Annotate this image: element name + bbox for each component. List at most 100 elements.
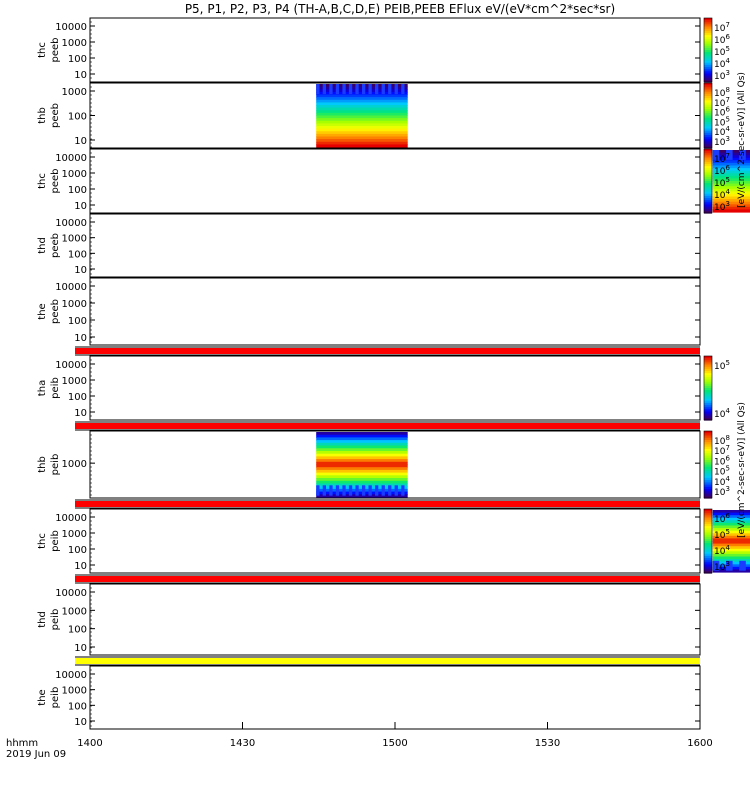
colorbar-swatch xyxy=(704,35,712,38)
colorbar-swatch xyxy=(704,20,712,23)
colorbar-frame xyxy=(703,148,713,214)
colorbar-tick-label: 103 xyxy=(714,485,730,498)
colorbar-unit-label-electron: [eV/(cm^2-sec-sr-eV)] (All Qs) xyxy=(737,72,747,208)
colorbar-unit-label-ion: [eV/(cm^2-sec-sr-eV)] (All Qs) xyxy=(737,402,747,538)
colorbar-swatch xyxy=(704,100,712,104)
spectrogram-cell xyxy=(316,448,408,452)
spectrogram-cell xyxy=(316,451,408,455)
colorbar-swatch xyxy=(704,549,712,553)
x-tick-label: 1500 xyxy=(382,738,407,749)
spectrogram-speckle xyxy=(712,150,720,160)
colorbar-swatch xyxy=(704,541,712,544)
colorbar-swatch xyxy=(704,509,712,512)
spectrogram-cell xyxy=(316,91,408,96)
spectrogram-cell xyxy=(316,472,408,476)
spectrogram-cell xyxy=(316,494,408,498)
spectrogram-cell xyxy=(712,183,750,187)
colorbar-swatch xyxy=(704,96,712,99)
y-tick-label: 10000 xyxy=(55,282,87,293)
panel-probe-label: tha xyxy=(37,380,48,396)
colorbar-swatch xyxy=(704,513,712,516)
colorbar-swatch xyxy=(704,455,712,459)
colorbar-swatch xyxy=(704,362,712,366)
spectrogram-cell xyxy=(316,483,408,487)
spectrogram-cell xyxy=(712,209,750,213)
colorbar-tick-label: 106 xyxy=(714,454,730,467)
spectrogram-cell xyxy=(316,128,408,132)
spectrogram-speckle xyxy=(726,560,733,571)
spectrogram-cell xyxy=(316,131,408,135)
spectrogram-cell xyxy=(316,86,408,90)
colorbar-swatch xyxy=(704,523,712,527)
colorbar-swatch xyxy=(704,398,712,402)
y-tick-label: 10 xyxy=(74,70,87,81)
colorbar-swatch xyxy=(704,473,712,477)
colorbar-swatch xyxy=(704,47,712,51)
colorbar-swatch xyxy=(704,396,712,400)
panel-thd-peeb: 10000 1000 100 10 thd peeb xyxy=(37,213,701,278)
colorbar-tick-label: 106 xyxy=(714,164,730,177)
panel-product-label: peib xyxy=(50,377,61,399)
y-tick-label: 1000 xyxy=(62,299,87,310)
colorbar-swatch xyxy=(704,566,712,570)
colorbar-swatch xyxy=(704,562,712,565)
colorbar-tick-label: 104 xyxy=(714,188,730,201)
colorbar-swatch xyxy=(704,484,712,488)
spectrogram-cell xyxy=(712,201,750,205)
colorbar-swatch xyxy=(704,417,712,421)
spectrogram-cell xyxy=(712,546,750,550)
colorbar-frame xyxy=(703,17,713,83)
panel-thc-peeb: 10000 1000 100 10 thc peeb xyxy=(37,148,750,214)
status-bar-eclipse xyxy=(75,348,700,354)
spectrogram-cell xyxy=(316,475,408,479)
panel-product-label: peeb xyxy=(50,169,61,194)
spectrogram-cell xyxy=(316,491,408,495)
colorbar-frame xyxy=(703,355,713,421)
colorbar-frame xyxy=(703,430,713,499)
status-bar-eclipse xyxy=(75,576,700,582)
colorbar-swatch xyxy=(704,98,712,101)
spectrogram-cell xyxy=(712,170,750,174)
panel-thd-peib: 10000 1000 100 10 thd peib xyxy=(37,583,701,656)
colorbar-tick-label: 105 xyxy=(714,359,730,372)
colorbar-swatch xyxy=(704,176,712,180)
colorbar-tick-label: 103 xyxy=(714,200,730,213)
spectrogram-cell xyxy=(712,196,750,200)
panel-the-peeb: 10000 1000 100 10 the peeb xyxy=(37,277,701,346)
colorbar-swatch xyxy=(704,551,712,555)
spectrogram-cell xyxy=(316,94,408,98)
colorbar-swatch xyxy=(704,402,712,406)
status-bar-sun xyxy=(75,658,700,664)
colorbar-swatch xyxy=(704,91,712,95)
colorbar-swatch xyxy=(704,409,712,412)
spectrogram-speckle xyxy=(739,560,746,571)
colorbar-swatch xyxy=(704,495,712,499)
spectrogram-cell xyxy=(712,535,750,539)
panel-probe-label: the xyxy=(37,303,48,319)
colorbar-swatch xyxy=(704,560,712,563)
colorbar-swatch xyxy=(704,530,712,533)
colorbar-swatch xyxy=(704,379,712,383)
colorbar-swatch xyxy=(704,413,712,417)
y-tick-label: 100 xyxy=(68,185,87,196)
y-tick-label: 100 xyxy=(68,625,87,636)
panel-frame xyxy=(89,665,701,730)
colorbar-tick-label: 105 xyxy=(714,176,730,189)
spectrogram-speckle xyxy=(335,84,340,95)
colorbar-swatch xyxy=(704,157,712,161)
spectrogram-cell xyxy=(316,115,408,119)
colorbar-tick-label: 104 xyxy=(714,544,730,557)
panel-the-peib: 10000 1000 100 10 the peib xyxy=(37,665,701,730)
colorbar-swatch xyxy=(704,570,712,574)
colorbar-tick-label: 103 xyxy=(714,69,730,82)
colorbar-swatch xyxy=(704,370,712,374)
y-tick-label: 100 xyxy=(68,545,87,556)
spectrogram-cell xyxy=(316,480,408,485)
spectrogram-cell xyxy=(712,178,750,182)
status-bar-eclipse xyxy=(75,501,700,507)
y-tick-label: 10000 xyxy=(55,513,87,524)
panel-probe-label: the xyxy=(37,689,48,705)
colorbar-tick-label: 107 xyxy=(714,96,730,109)
colorbar-swatch xyxy=(704,79,712,83)
